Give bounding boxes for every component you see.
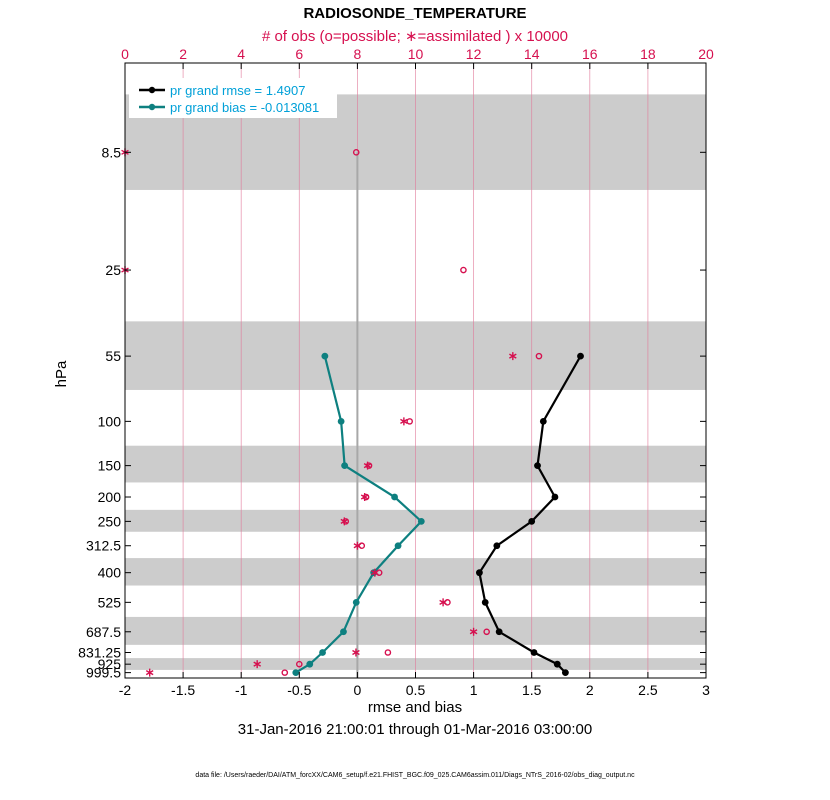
top-tick-label: 10 xyxy=(408,46,424,62)
obs-assimilated-marker xyxy=(352,648,360,657)
obs-assimilated-marker xyxy=(145,668,154,677)
obs-assimilated-marker xyxy=(469,627,478,636)
series-1-point-9 xyxy=(319,649,326,656)
series-0-point-5 xyxy=(493,542,501,550)
bottom-tick-label: -1.5 xyxy=(171,682,195,698)
level-tick-label: 525 xyxy=(98,594,122,610)
bottom-tick-label: 2 xyxy=(586,682,594,698)
level-tick-label: 200 xyxy=(98,489,122,505)
top-tick-label: 2 xyxy=(179,46,187,62)
level-tick-label: 250 xyxy=(98,513,122,529)
top-tick-label: 6 xyxy=(295,46,303,62)
bottom-tick-label: 1 xyxy=(470,682,478,698)
top-tick-label: 4 xyxy=(237,46,245,62)
top-tick-label: 18 xyxy=(640,46,656,62)
level-tick-label: 8.5 xyxy=(102,144,122,160)
level-tick-label: 55 xyxy=(105,348,121,364)
series-0-point-7 xyxy=(481,598,489,606)
obs-possible-marker xyxy=(483,628,490,636)
bottom-tick-label: 0.5 xyxy=(406,682,426,698)
obs-assimilated-marker xyxy=(439,598,447,607)
level-tick-label: 100 xyxy=(98,413,122,429)
series-line-0 xyxy=(478,355,582,674)
obs-assimilated-marker xyxy=(360,493,369,502)
series-1-point-5 xyxy=(394,542,402,550)
series-0-point-1 xyxy=(539,417,547,425)
chart-title: RADIOSONDE_TEMPERATURE xyxy=(303,5,526,22)
level-tick-label: 150 xyxy=(98,458,122,474)
series-1-point-1 xyxy=(337,417,345,425)
series-0-point-0 xyxy=(577,352,584,360)
series-1-point-7 xyxy=(352,598,360,606)
obs-possible-marker xyxy=(295,660,303,668)
legend-rmse-label: pr grand rmse = 1.4907 xyxy=(170,83,306,98)
obs-assimilated-marker xyxy=(509,352,517,361)
obs-assimilated-marker xyxy=(253,660,261,669)
obs-possible-marker xyxy=(375,569,383,576)
series-0-point-9 xyxy=(530,649,538,656)
axis-ticks: -2 -1.5 -1 -0.5 0 0.5 1 1.5 2 2.5 3 0 2 4 6 8 10 12 14 16 18… xyxy=(78,46,714,698)
series-1-point-4 xyxy=(417,517,425,525)
series-1-point-10 xyxy=(306,660,314,668)
level-tick-label: 312.5 xyxy=(86,538,121,554)
series-1-point-3 xyxy=(391,493,398,501)
date-range-label: 31-Jan-2016 21:00:01 through 01-Mar-2016… xyxy=(238,721,592,738)
bottom-tick-label: 1.5 xyxy=(522,682,542,698)
obs-possible-marker xyxy=(535,352,543,360)
series-0-point-6 xyxy=(476,569,483,577)
top-tick-label: 12 xyxy=(466,46,482,62)
obs-count-markers xyxy=(121,148,543,677)
top-axis-label: # of obs (o=possible; ∗=assimilated ) x … xyxy=(262,28,568,45)
bottom-tick-label: -2 xyxy=(119,682,132,698)
level-tick-label: 400 xyxy=(98,565,122,581)
series-1-point-2 xyxy=(341,462,349,470)
obs-possible-marker xyxy=(281,669,289,676)
series-1-point-11 xyxy=(292,669,300,677)
bottom-tick-label: 0 xyxy=(354,682,362,698)
legend-bias-label: pr grand bias = -0.013081 xyxy=(170,100,319,115)
level-tick-label: 831.25 xyxy=(78,645,121,661)
obs-assimilated-marker xyxy=(400,417,408,426)
y-axis-label: hPa xyxy=(53,360,70,387)
obs-assimilated-marker xyxy=(340,517,349,526)
series-0-point-10 xyxy=(553,660,561,668)
obs-assimilated-marker xyxy=(363,461,372,470)
bottom-tick-label: -0.5 xyxy=(287,682,311,698)
legend: pr grand rmse = 1.4907 pr grand bias = -… xyxy=(129,78,337,118)
bottom-tick-label: 3 xyxy=(702,682,710,698)
legend-rmse-marker xyxy=(148,86,156,94)
level-tick-label: 687.5 xyxy=(86,624,121,640)
obs-possible-marker xyxy=(460,266,467,274)
obs-possible-marker xyxy=(352,149,360,156)
legend-bias-marker xyxy=(148,103,156,111)
top-tick-label: 14 xyxy=(524,46,540,62)
series-1-point-0 xyxy=(321,352,329,360)
top-tick-label: 20 xyxy=(698,46,714,62)
level-tick-label: 925 xyxy=(98,656,122,672)
obs-assimilated-marker xyxy=(371,568,379,577)
footer-data-file: data file: /Users/raeder/DAI/ATM_forcXX/… xyxy=(195,772,635,779)
bottom-tick-label: 2.5 xyxy=(638,682,658,698)
obs-assimilated-marker xyxy=(353,541,362,550)
obs-possible-marker xyxy=(406,418,413,425)
series-1-point-8 xyxy=(340,628,347,636)
series-0-point-11 xyxy=(561,669,569,677)
bottom-tick-label: -1 xyxy=(235,682,248,698)
obs-possible-marker xyxy=(444,599,451,606)
series-0-point-4 xyxy=(528,517,536,525)
level-tick-label: 999.5 xyxy=(86,665,121,681)
obs-possible-marker xyxy=(358,542,366,550)
top-tick-label: 0 xyxy=(121,46,129,62)
series-0-point-2 xyxy=(534,462,541,470)
series-0-point-8 xyxy=(495,628,503,636)
series-0-point-3 xyxy=(551,493,559,501)
obs-possible-marker xyxy=(384,649,392,656)
level-tick-label: 25 xyxy=(105,262,121,278)
top-tick-label: 8 xyxy=(354,46,362,62)
x-axis-label: rmse and bias xyxy=(368,699,462,716)
top-tick-label: 16 xyxy=(582,46,598,62)
